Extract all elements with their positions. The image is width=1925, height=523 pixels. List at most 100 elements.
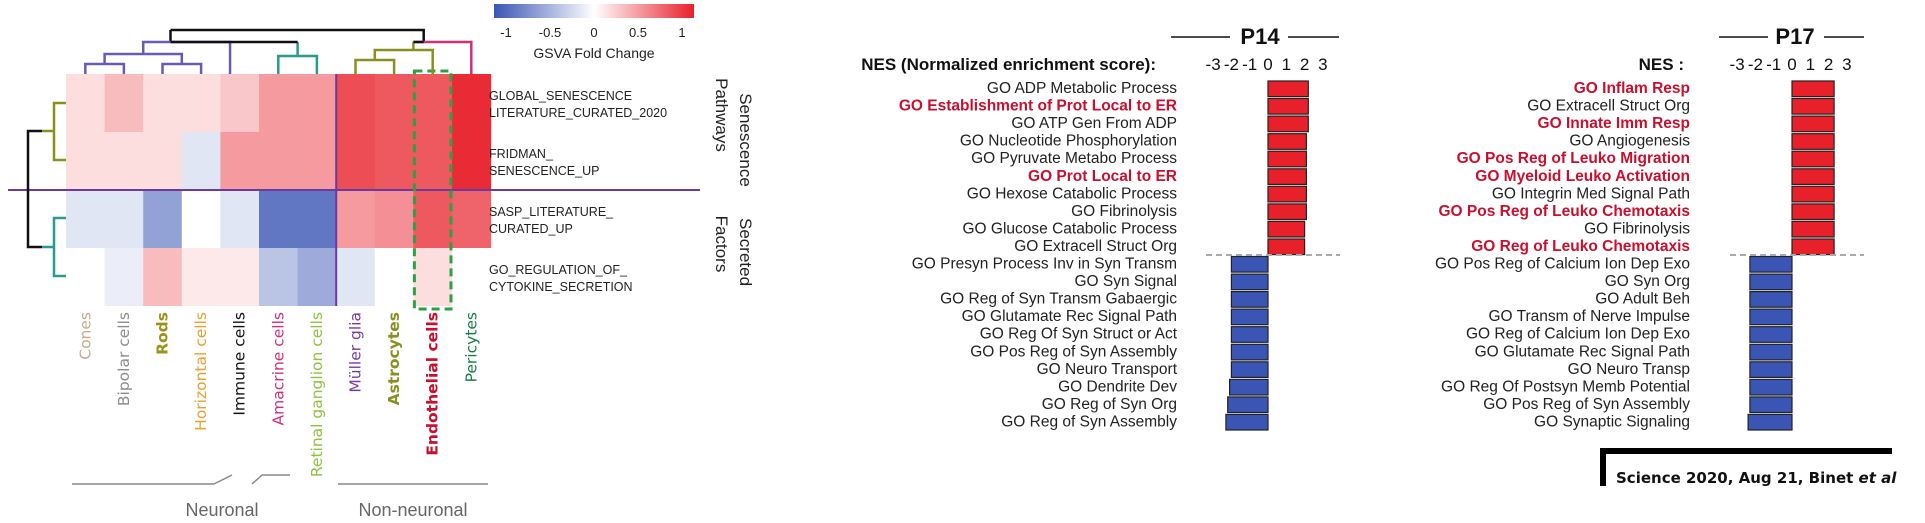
panel-xtick-label: -2 (1748, 55, 1763, 74)
heatmap-column-label: Cones (76, 312, 94, 360)
heatmap-cell (104, 74, 144, 132)
bar-category-label: GO Syn Signal (1074, 273, 1177, 290)
nes-bar (1230, 326, 1269, 343)
bar-category-label: GO Reg of Calcium Ion Dep Exo (1466, 326, 1690, 343)
bar-category-label: GO Reg Of Postsyn Memb Potential (1441, 378, 1690, 395)
panel-xtick-label: 3 (1842, 55, 1851, 74)
bar-category-label: GO Reg of Syn Transm Gabaergic (940, 291, 1177, 308)
bar-category-label: GO ADP Metabolic Process (987, 80, 1177, 97)
dendrogram (26, 28, 473, 278)
heatmap-cell (336, 248, 376, 306)
nes-bar (1267, 185, 1308, 203)
nes-bar (1230, 343, 1269, 361)
heatmap-column-label: Rods (154, 312, 172, 355)
heatmap-cell (413, 190, 453, 248)
dendrogram-branch (169, 28, 425, 42)
dendrogram-branch (354, 42, 434, 74)
heatmap-cell (452, 190, 492, 248)
heatmap-cell (259, 190, 299, 248)
heatmap-cell (104, 132, 144, 190)
heatmap-row-label: GO_REGULATION_OF_ CYTOKINE_SECRETION (489, 263, 633, 294)
heatmap-cell (66, 190, 106, 248)
citation-corner (1600, 448, 1892, 486)
nes-bar (1230, 308, 1269, 326)
panel-xtick-label: 1 (1282, 55, 1291, 74)
nes-bar (1228, 378, 1269, 396)
nes-bar (1267, 203, 1308, 221)
panel-xlabel: NES (Normalized enrichment score): (861, 55, 1156, 74)
heatmap-cell (374, 190, 414, 248)
neuronal-bracket (72, 474, 290, 485)
nes-bar (1791, 185, 1835, 203)
heatmap-column-label: Immune cells (231, 312, 249, 416)
heatmap-cell (452, 132, 492, 190)
heatmap-cell (297, 248, 337, 306)
dendrogram-branch (277, 42, 319, 74)
nes-bar (1227, 396, 1269, 414)
citation: Science 2020, Aug 21, Binet et al (1600, 448, 1897, 487)
heatmap-cell (413, 248, 453, 306)
bar-category-label: GO Pos Reg of Calcium Ion Dep Exo (1435, 256, 1690, 273)
panel-xtick-label: 0 (1787, 55, 1796, 74)
heatmap-cell (259, 74, 299, 132)
heatmap-cell (143, 248, 183, 306)
nes-bar (1749, 308, 1793, 326)
heatmap-cell (181, 190, 221, 248)
bar-category-label: GO Reg Of Syn Struct or Act (980, 326, 1178, 343)
heatmap-cell (374, 248, 414, 306)
heatmap-row-label: SASP_LITERATURE_ CURATED_UP (489, 205, 614, 236)
bar-category-label: GO Reg of Syn Org (1042, 396, 1177, 413)
nes-bar (1791, 150, 1835, 168)
bar-category-label: GO Reg of Syn Assembly (1001, 413, 1177, 430)
heatmap-cell (336, 74, 376, 132)
heatmap-cell (220, 74, 260, 132)
heatmap-cell (452, 248, 492, 306)
heatmap-cell (374, 132, 414, 190)
heatmap-column-label: Endothelial cells (424, 312, 442, 456)
bar-category-label: GO Fibrinolysis (1584, 220, 1690, 237)
heatmap-cell (220, 190, 260, 248)
dendrogram-branch (413, 40, 473, 74)
dendrogram-branch (42, 216, 66, 278)
heatmap-cell (297, 74, 337, 132)
heatmap-row-label: GLOBAL_SENESCENCE LITERATURE_CURATED_2020 (489, 89, 667, 120)
heatmap-column-label: Horizontal cells (192, 312, 210, 431)
heatmap-column-label: Astrocytes (385, 312, 403, 405)
nes-bar (1267, 168, 1308, 186)
bar-category-label: GO Pos Reg of Syn Assembly (970, 343, 1177, 360)
nes-bar (1230, 273, 1269, 291)
dendrogram-branch (84, 40, 232, 74)
row-group-label-senescence-line2: Pathways (712, 78, 731, 152)
bar-category-label: GO Presyn Process Inv in Syn Transm (912, 256, 1177, 273)
nes-bar (1747, 413, 1793, 431)
colorbar: -1 -0.5 0 0.5 1 GSVA Fold Change (494, 4, 694, 61)
nes-bar (1749, 326, 1793, 343)
column-group-neuronal: Neuronal (72, 474, 290, 520)
nes-bar (1791, 80, 1835, 98)
bar-category-label: GO Integrin Med Signal Path (1492, 185, 1690, 202)
nes-bar (1230, 361, 1269, 378)
panel-xtick-label: -2 (1224, 55, 1239, 74)
bar-category-label: GO Dendrite Dev (1058, 378, 1177, 395)
heatmap-cell (66, 74, 106, 132)
colorbar-tick-label: -1 (500, 25, 512, 40)
heatmap-cell (143, 190, 183, 248)
heatmap-cell (143, 74, 183, 132)
bar-category-label: GO Transm of Nerve Impulse (1488, 308, 1690, 325)
panel-xtick-label: -3 (1730, 55, 1745, 74)
panel-xtick-label: 2 (1824, 55, 1833, 74)
nes-bar (1749, 378, 1793, 396)
panel-xtick-label: 0 (1263, 55, 1272, 74)
nes-bar (1749, 396, 1793, 414)
heatmap-column-label: Amacrine cells (269, 312, 287, 425)
bar-category-label: GO Angiogenesis (1569, 133, 1690, 150)
nes-bar (1225, 413, 1269, 431)
bar-category-label: GO Neuro Transport (1037, 361, 1178, 378)
heatmap-cell (220, 248, 260, 306)
nes-bar (1791, 220, 1835, 238)
bar-category-label: GO Nucleotide Phosphorylation (960, 133, 1177, 150)
heatmap-cell (181, 248, 221, 306)
row-group-label-secreted-line2: Factors (712, 216, 731, 273)
panel-title: P14 (1240, 24, 1280, 49)
